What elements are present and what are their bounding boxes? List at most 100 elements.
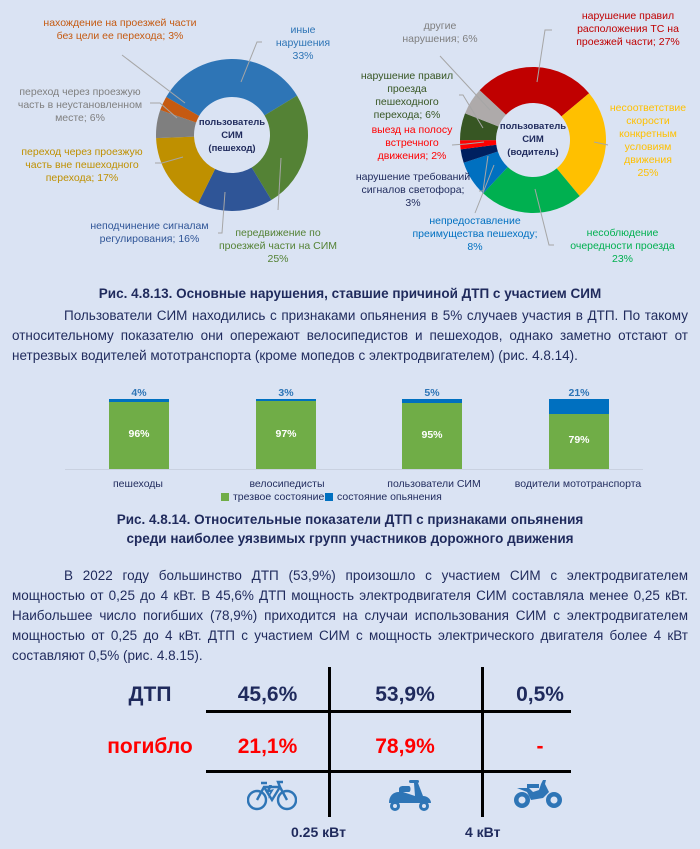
table-divider-h2 bbox=[206, 770, 571, 773]
bar-value-drunk: 4% bbox=[131, 387, 147, 399]
donut-slice bbox=[465, 90, 506, 127]
label-line: переход через проезжую bbox=[21, 146, 143, 158]
label-line: без цели ее перехода; 3% bbox=[56, 30, 184, 42]
cell-killed-high: - bbox=[536, 735, 544, 758]
donut-slice bbox=[156, 136, 216, 204]
label-line: несоблюдение bbox=[586, 227, 659, 239]
pie2-slices bbox=[460, 66, 606, 213]
center-line: (водитель) bbox=[507, 147, 559, 158]
label-line: неподчинение сигналам bbox=[90, 220, 209, 232]
x-axis-line bbox=[65, 469, 643, 470]
figure-caption-4-8-14-line1: Рис. 4.8.14. Относительные показатели ДТ… bbox=[116, 512, 584, 527]
donut-slice bbox=[556, 93, 606, 197]
bar-sober bbox=[256, 401, 316, 469]
table-divider-v2 bbox=[481, 667, 484, 817]
center-line: СИМ bbox=[221, 130, 243, 141]
center-line: пользователь bbox=[198, 117, 266, 128]
label-line: иные bbox=[290, 24, 316, 36]
bar-value-drunk: 5% bbox=[424, 387, 440, 399]
pie1-label-roadway-sim: передвижение по проезжей части на СИМ 25… bbox=[218, 227, 338, 266]
legend-drunk: состояние опьянения bbox=[325, 491, 442, 503]
donut-slice bbox=[166, 58, 298, 116]
label-line: встречного bbox=[385, 137, 439, 149]
legend-label: трезвое состояние bbox=[233, 491, 325, 503]
label-line: нахождение на проезжей части bbox=[43, 17, 197, 29]
legend-label: состояние опьянения bbox=[337, 491, 442, 503]
label-line: передвижение по bbox=[235, 227, 321, 239]
scooter-icon bbox=[389, 780, 431, 811]
label-line: нарушение требований bbox=[355, 171, 471, 183]
bar-drunk bbox=[256, 399, 316, 402]
bar-value-sober: 79% bbox=[568, 434, 590, 447]
bar-value-sober: 97% bbox=[275, 428, 297, 441]
label-line: 25% bbox=[637, 167, 659, 179]
bar-chart-intoxication: 4% 96% пешеходы 3% 97% велосипедисты 5% 95% поль… bbox=[0, 380, 700, 510]
label-line: 25% bbox=[267, 253, 289, 265]
pie1-label-road-presence: нахождение на проезжей части без цели ее… bbox=[40, 17, 200, 43]
bar-value-sober: 96% bbox=[128, 428, 150, 441]
table-divider-v1 bbox=[328, 667, 331, 817]
bar-drunk bbox=[549, 399, 609, 414]
pie2-center-label: пользователь СИМ (водитель) bbox=[493, 120, 573, 159]
bar-value-drunk: 3% bbox=[278, 387, 294, 399]
label-line: сигналов светофора; bbox=[361, 184, 465, 196]
label-line: проезда bbox=[387, 83, 427, 95]
label-line: преимущества пешеходу; bbox=[412, 228, 538, 240]
paragraph-text: В 2022 году большинство ДТП (53,9%) прои… bbox=[12, 568, 688, 663]
label-line: часть в неустановленном bbox=[17, 99, 143, 111]
pie2-label-oncoming: выезд на полосу встречного движения; 2% bbox=[362, 124, 462, 163]
label-line: переход через проезжую bbox=[19, 86, 141, 98]
bar-drunk bbox=[402, 399, 462, 403]
label-line: 3% bbox=[405, 197, 421, 209]
pie1-label-signals: неподчинение сигналам регулирования; 16% bbox=[82, 220, 217, 246]
pie2-label-priority: несоблюдение очередности проезда 23% bbox=[555, 227, 690, 266]
label-line: очередности проезда bbox=[570, 240, 675, 252]
paragraph-text: Пользователи СИМ находились с признаками… bbox=[12, 308, 688, 363]
donut-slice bbox=[160, 97, 200, 123]
row-label-killed: погибло bbox=[107, 735, 193, 758]
pie2-label-other: другие нарушения; 6% bbox=[395, 20, 485, 46]
label-line: проезжей части на СИМ bbox=[218, 240, 338, 252]
pie1-leader-lines bbox=[121, 41, 282, 234]
e-bike-icon bbox=[247, 780, 297, 811]
bar-sober bbox=[402, 402, 462, 469]
donut-slice bbox=[460, 113, 499, 141]
bar-sober bbox=[549, 413, 609, 469]
donut-slice bbox=[460, 144, 498, 163]
table-divider-h1 bbox=[206, 710, 571, 713]
motorcycle-icon bbox=[514, 780, 562, 808]
donut-slice bbox=[479, 66, 590, 117]
paragraph-intoxication: Пользователи СИМ находились с признаками… bbox=[12, 306, 688, 366]
label-line: регулирования; 16% bbox=[99, 233, 200, 245]
pie2-leader-lines bbox=[439, 29, 609, 246]
label-line: нарушение правил bbox=[581, 10, 675, 22]
bar-sober bbox=[109, 401, 169, 469]
label-line: движения; 2% bbox=[377, 150, 447, 162]
label-line: нарушение правил bbox=[360, 70, 454, 82]
label-line: 23% bbox=[611, 253, 633, 265]
threshold-label-025: 0.25 кВт bbox=[291, 824, 346, 840]
label-line: непредоставление bbox=[429, 215, 521, 227]
bar-category-label: пешеходы bbox=[113, 478, 163, 490]
bar-category-label: пользователи СИМ bbox=[387, 478, 481, 490]
label-line: движения bbox=[624, 154, 672, 166]
donut-slice bbox=[251, 95, 309, 201]
figure-caption-4-8-14-line2: среди наиболее уязвимых групп участников… bbox=[126, 531, 574, 546]
cell-killed-mid: 78,9% bbox=[375, 735, 435, 758]
pie1-label-unset-place: переход через проезжую часть в неустанов… bbox=[10, 86, 150, 125]
label-line: выезд на полосу bbox=[371, 124, 453, 136]
donut-slice bbox=[483, 167, 580, 213]
cell-dtp-low: 45,6% bbox=[237, 683, 298, 706]
legend-sober: трезвое состояние bbox=[221, 491, 324, 503]
label-line: другие bbox=[423, 20, 457, 32]
label-line: несоответствие bbox=[609, 102, 687, 114]
donut-slice bbox=[156, 110, 197, 139]
bar-value-drunk: 21% bbox=[568, 387, 590, 399]
pie1-label-other: иные нарушения 33% bbox=[268, 24, 338, 63]
label-line: пешеходного bbox=[375, 96, 439, 108]
label-line: 8% bbox=[467, 241, 483, 253]
label-line: перехода; 17% bbox=[45, 172, 119, 184]
cell-dtp-mid: 53,9% bbox=[375, 683, 435, 706]
cell-dtp-high: 0,5% bbox=[516, 683, 564, 706]
label-line: перехода; 6% bbox=[373, 109, 441, 121]
